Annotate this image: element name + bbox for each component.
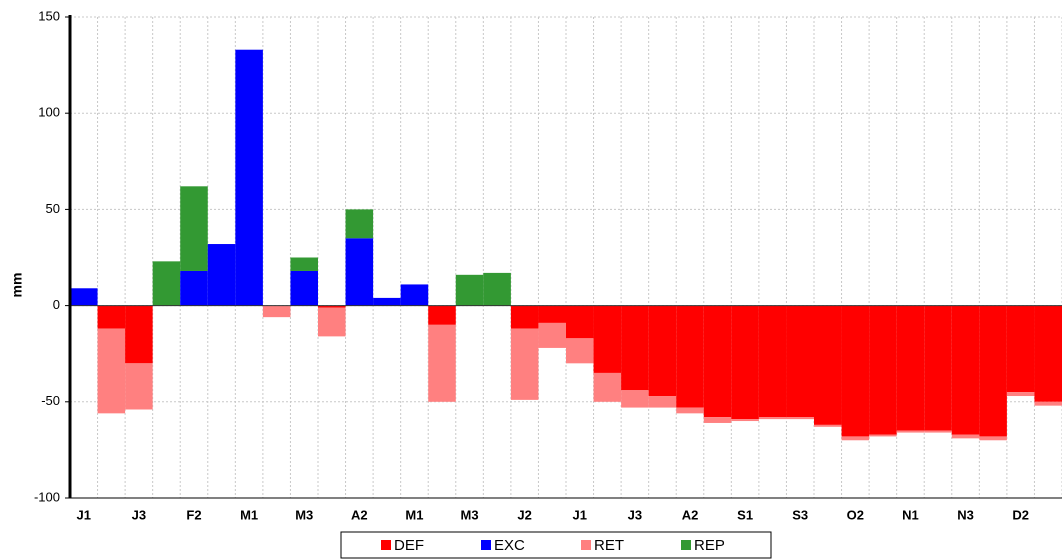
legend-swatch <box>581 540 591 550</box>
x-tick-label: S3 <box>792 507 808 522</box>
bar-segment <box>125 305 153 364</box>
x-tick-label: F2 <box>186 507 201 522</box>
bar-segment <box>262 305 291 318</box>
bar-segment <box>979 305 1007 437</box>
bar-segment <box>731 419 759 422</box>
bar-segment <box>648 396 677 408</box>
bar-segment <box>924 430 952 433</box>
bar-segment <box>538 305 566 323</box>
x-tick-label: N1 <box>902 507 919 522</box>
bar-segment <box>731 305 759 420</box>
bar-segment <box>318 305 346 308</box>
bar-segment <box>428 305 456 325</box>
x-tick-label: J1 <box>573 507 587 522</box>
bar-segment <box>373 297 401 306</box>
x-tick-label: J2 <box>517 507 531 522</box>
bar-segment <box>648 305 677 397</box>
bar-segment <box>758 417 787 420</box>
bar-segment <box>1034 401 1062 406</box>
bar-segment <box>979 436 1007 441</box>
y-tick-label: 100 <box>38 105 60 120</box>
x-tick-label: A2 <box>682 507 699 522</box>
x-tick-label: M3 <box>295 507 313 522</box>
legend-swatch <box>381 540 391 550</box>
bar-segment <box>951 305 980 435</box>
legend-label: EXC <box>494 537 525 554</box>
x-tick-label: S1 <box>737 507 753 522</box>
bar-segment <box>235 49 263 306</box>
bar-segment <box>758 305 787 418</box>
bar-segment <box>869 434 897 437</box>
x-tick-label: A2 <box>351 507 368 522</box>
bar-segment <box>676 407 704 414</box>
bar-segment <box>621 390 649 408</box>
bar-segment <box>621 305 649 391</box>
bar-segment <box>786 305 814 418</box>
x-tick-label: M1 <box>240 507 258 522</box>
x-tick-label: J1 <box>77 507 91 522</box>
bar-segment <box>400 284 429 306</box>
bar-segment <box>125 363 153 410</box>
bar-segment <box>924 305 952 431</box>
bar-segment <box>676 305 704 408</box>
bar-segment <box>703 417 732 423</box>
bar-segment <box>318 307 346 337</box>
bar-segment <box>841 436 870 441</box>
bar-segment <box>896 305 925 431</box>
legend-box <box>340 531 772 559</box>
y-tick-label: 50 <box>46 201 60 216</box>
legend-label: DEF <box>394 537 424 554</box>
bar-segment <box>1006 305 1035 393</box>
legend-label: RET <box>594 537 624 554</box>
bar-segment <box>538 322 566 348</box>
x-tick-label: D2 <box>1012 507 1029 522</box>
bar-segment <box>97 305 126 329</box>
legend-swatch <box>481 540 491 550</box>
bar-segment <box>290 257 318 271</box>
x-tick-label: M3 <box>461 507 479 522</box>
x-tick-label: J3 <box>628 507 642 522</box>
y-tick-label: 0 <box>53 297 60 312</box>
bar-segment <box>703 305 732 418</box>
y-tick-label: -50 <box>41 393 60 408</box>
bar-segment <box>483 272 511 306</box>
bar-segment <box>428 324 456 402</box>
bar-segment <box>70 288 98 306</box>
bar-segment <box>841 305 870 437</box>
bar-segment <box>345 209 374 239</box>
bar-segment <box>896 430 925 433</box>
bar-segment <box>290 270 318 306</box>
x-tick-label: M1 <box>405 507 423 522</box>
bar-segment <box>180 186 208 271</box>
x-tick-label: J3 <box>132 507 146 522</box>
legend-label: REP <box>694 537 725 554</box>
bar-segment <box>593 305 622 373</box>
bar-segment <box>814 424 842 427</box>
y-tick-label: -100 <box>34 489 60 504</box>
bar-segment <box>786 417 814 420</box>
x-tick-label: O2 <box>847 507 864 522</box>
bar-segment <box>207 244 236 306</box>
bar-segment <box>510 328 539 400</box>
x-tick-label: N3 <box>957 507 974 522</box>
bar-segment <box>510 305 539 329</box>
bar-segment <box>593 372 622 402</box>
bar-segment <box>97 328 126 414</box>
bar-segment <box>152 261 181 306</box>
y-tick-label: 150 <box>38 8 60 23</box>
bar-segment <box>180 270 208 306</box>
bar-segment <box>455 274 484 306</box>
legend-swatch <box>681 540 691 550</box>
bar-segment <box>951 434 980 439</box>
y-axis-label: mm <box>9 273 25 298</box>
bar-segment <box>566 338 594 364</box>
bar-segment <box>345 238 374 306</box>
bar-segment <box>869 305 897 435</box>
bar-segment <box>1006 392 1035 397</box>
bar-segment <box>566 305 594 339</box>
bar-segment <box>1034 305 1062 402</box>
bar-segment <box>814 305 842 425</box>
